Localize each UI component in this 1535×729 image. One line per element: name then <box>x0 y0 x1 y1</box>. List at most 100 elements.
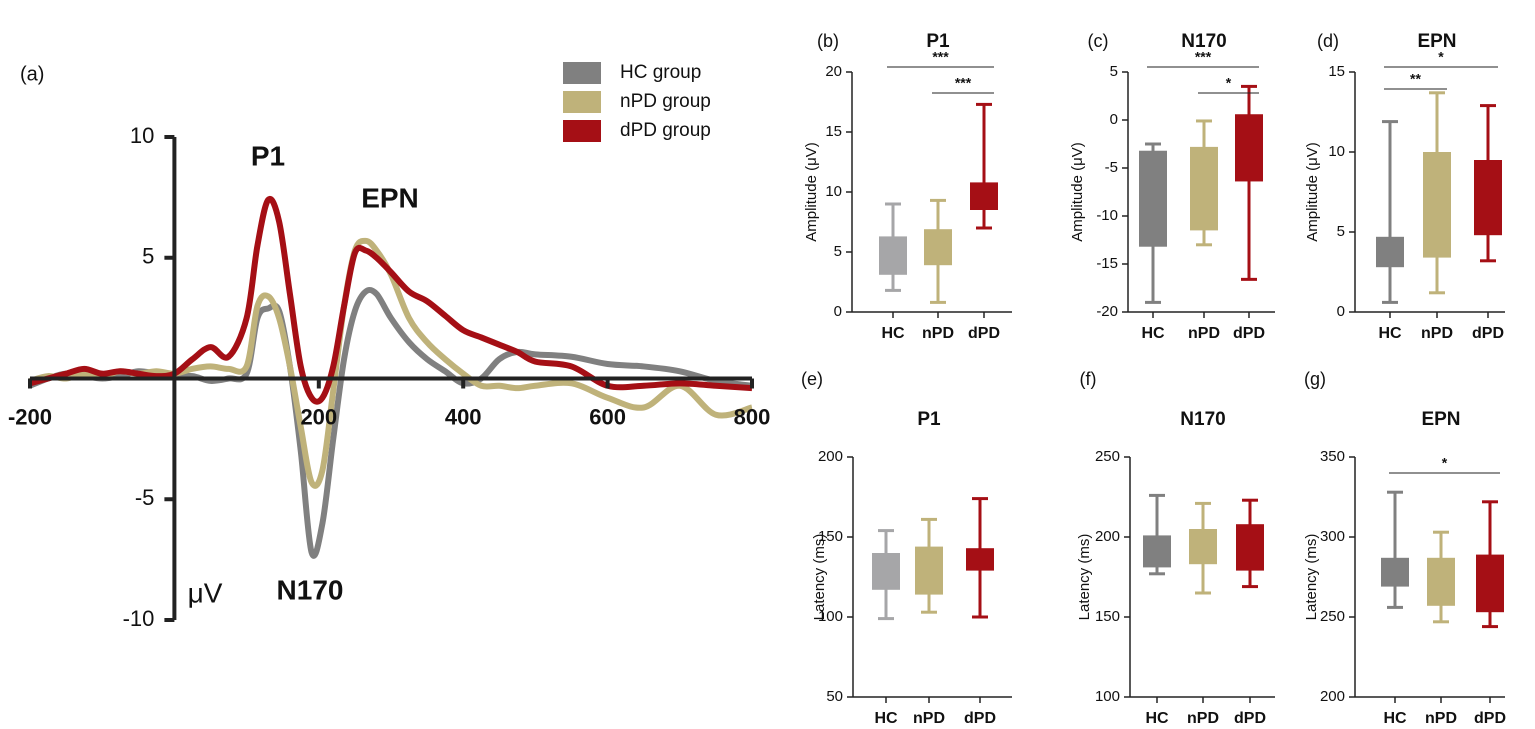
box <box>1139 150 1167 247</box>
x-tick-label: dPD <box>968 325 1000 342</box>
y-axis-label: Latency (ms) <box>1303 534 1320 621</box>
x-tick-label: nPD <box>1188 325 1220 342</box>
series-line <box>28 286 753 559</box>
y-tick-label: 15 <box>825 123 842 140</box>
panel-label: (b) <box>817 31 839 51</box>
panel-title: N170 <box>1181 31 1226 52</box>
legend-swatch <box>563 62 601 84</box>
y-tick-label: -5 <box>1105 159 1118 176</box>
y-tick-label: 200 <box>818 448 843 465</box>
series-line <box>29 195 753 405</box>
series-line <box>29 237 753 489</box>
x-tick-label: HC <box>1141 325 1165 342</box>
y-tick-label: 10 <box>825 183 842 200</box>
x-tick-label: HC <box>881 325 905 342</box>
box <box>1474 160 1502 236</box>
box <box>915 546 943 595</box>
significance-label: *** <box>1195 49 1212 65</box>
x-tick-label: dPD <box>1472 325 1504 342</box>
panel-title: N170 <box>1180 409 1225 430</box>
x-tick-label: HC <box>1145 710 1169 727</box>
box <box>1235 114 1263 182</box>
x-tick-label: dPD <box>1234 710 1266 727</box>
x-tick-label: nPD <box>1421 325 1453 342</box>
y-tick-label: 100 <box>1095 688 1120 705</box>
panel-label: (f) <box>1080 369 1097 389</box>
x-tick-label: nPD <box>1187 710 1219 727</box>
x-tick-label: dPD <box>964 710 996 727</box>
panel-label: (c) <box>1088 31 1109 51</box>
y-tick-label: 100 <box>818 608 843 625</box>
y-tick-label: 300 <box>1320 528 1345 545</box>
y-tick-label: 200 <box>1320 688 1345 705</box>
peak-label: N170 <box>277 574 344 605</box>
x-tick-label: 200 <box>300 404 337 429</box>
y-tick-label: -20 <box>1096 303 1118 320</box>
significance-label: *** <box>955 75 972 91</box>
y-tick-label: 200 <box>1095 528 1120 545</box>
legend-label: dPD group <box>620 120 711 141</box>
peak-label: EPN <box>361 182 419 213</box>
y-tick-label: 5 <box>142 244 154 269</box>
significance-label: * <box>1438 49 1444 65</box>
panel-label: (g) <box>1304 369 1326 389</box>
y-tick-label: 20 <box>825 63 842 80</box>
y-axis-label: μV <box>188 577 223 608</box>
y-tick-label: 350 <box>1320 448 1345 465</box>
peak-label: P1 <box>251 140 285 171</box>
legend-label: nPD group <box>620 91 711 112</box>
x-tick-label: dPD <box>1233 325 1265 342</box>
box <box>1476 554 1504 613</box>
x-tick-label: -200 <box>8 404 52 429</box>
legend-label: HC group <box>620 62 701 83</box>
box <box>872 553 900 590</box>
x-tick-label: nPD <box>1425 710 1457 727</box>
legend-swatch <box>563 120 601 142</box>
y-tick-label: -15 <box>1096 255 1118 272</box>
box <box>924 229 952 266</box>
significance-label: * <box>1442 455 1448 471</box>
y-tick-label: 10 <box>1328 143 1345 160</box>
box <box>1143 535 1171 568</box>
y-tick-label: 5 <box>834 243 842 260</box>
y-tick-label: 0 <box>1110 111 1118 128</box>
y-axis-label: Amplitude (μV) <box>1304 142 1321 242</box>
panel-label: (d) <box>1317 31 1339 51</box>
x-tick-label: 600 <box>589 404 626 429</box>
y-tick-label: 250 <box>1095 448 1120 465</box>
y-tick-label: -5 <box>135 485 155 510</box>
box <box>1427 557 1455 606</box>
y-axis-label: Amplitude (μV) <box>1069 142 1086 242</box>
significance-label: * <box>1226 75 1232 91</box>
box <box>879 236 907 275</box>
box <box>1189 529 1217 565</box>
significance-label: *** <box>932 49 949 65</box>
box <box>1376 236 1404 268</box>
y-tick-label: 5 <box>1110 63 1118 80</box>
x-tick-label: nPD <box>913 710 945 727</box>
y-axis-label: Latency (ms) <box>1076 534 1093 621</box>
panel-label: (a) <box>20 63 44 85</box>
box <box>1236 524 1264 571</box>
y-axis-label: Amplitude (μV) <box>803 142 820 242</box>
box <box>1190 146 1218 231</box>
x-tick-label: dPD <box>1474 710 1506 727</box>
y-axis-label: Latency (ms) <box>811 534 828 621</box>
y-tick-label: -10 <box>123 606 155 631</box>
y-tick-label: 0 <box>1337 303 1345 320</box>
x-tick-label: nPD <box>922 325 954 342</box>
box <box>1423 152 1451 258</box>
legend-swatch <box>563 91 601 113</box>
y-tick-label: 150 <box>818 528 843 545</box>
x-tick-label: HC <box>1383 710 1407 727</box>
y-tick-label: -10 <box>1096 207 1118 224</box>
x-tick-label: 800 <box>734 404 771 429</box>
panel-title: P1 <box>917 409 941 430</box>
y-tick-label: 250 <box>1320 608 1345 625</box>
x-tick-label: 400 <box>445 404 482 429</box>
box <box>966 548 994 571</box>
panel-title: EPN <box>1421 409 1460 430</box>
box <box>1381 557 1409 587</box>
